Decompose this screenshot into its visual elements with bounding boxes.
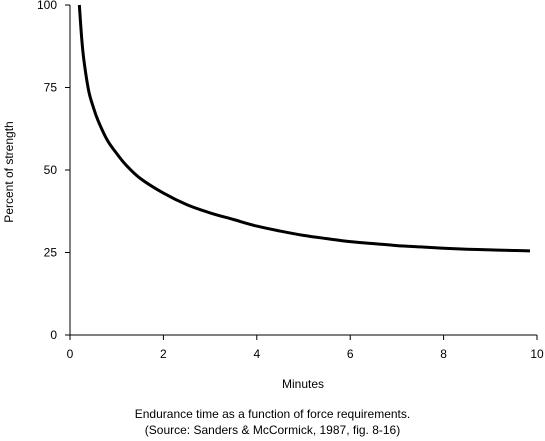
x-tick-label: 8 (440, 347, 447, 361)
x-axis-title: Minutes (282, 377, 324, 391)
y-tick-label: 25 (44, 246, 58, 260)
x-tick-label: 4 (253, 347, 260, 361)
series-layer (77, 4, 531, 253)
x-tick-label: 2 (160, 347, 167, 361)
caption-line-1: Endurance time as a function of force re… (134, 407, 411, 421)
axes (69, 5, 537, 336)
y-tick-label: 0 (50, 328, 57, 342)
x-tick-label: 0 (67, 347, 74, 361)
caption-line-2: (Source: Sanders & McCormick, 1987, fig.… (144, 423, 401, 437)
x-tick-label: 6 (347, 347, 354, 361)
x-tick-label: 10 (530, 347, 544, 361)
y-tick-label: 75 (44, 81, 58, 95)
series-line-endurance (77, 4, 531, 253)
y-tick-label: 100 (37, 0, 57, 12)
figure-caption: Endurance time as a function of force re… (0, 406, 545, 438)
y-tick-label: 50 (44, 163, 58, 177)
y-axis-title: Percent of strength (2, 121, 16, 222)
